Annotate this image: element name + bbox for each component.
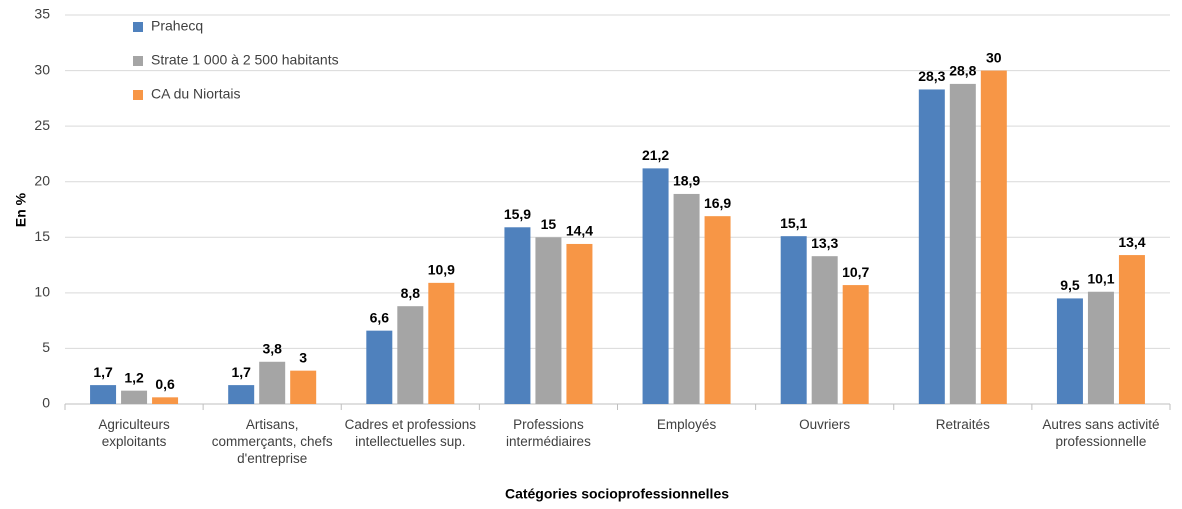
bar — [259, 361, 286, 404]
legend-label: Strate 1 000 à 2 500 habitants — [151, 52, 339, 68]
data-label: 13,3 — [811, 235, 838, 251]
bar — [704, 216, 731, 404]
y-tick-label: 25 — [34, 117, 50, 133]
bar — [949, 83, 976, 404]
legend-swatch — [133, 56, 143, 66]
legend-label: CA du Niortais — [151, 86, 240, 102]
x-tick-label: Agriculteurs exploitants — [98, 417, 170, 449]
data-label: 10,7 — [842, 264, 869, 280]
y-tick-label: 0 — [42, 395, 50, 411]
y-tick-label: 5 — [42, 339, 50, 355]
x-axis-label: Catégories socioprofessionnelles — [505, 486, 729, 502]
data-label: 9,5 — [1060, 277, 1080, 293]
data-label: 1,7 — [93, 364, 113, 380]
bar — [1118, 255, 1145, 404]
x-tick-label: Professions intermédiaires — [506, 417, 591, 449]
data-label: 1,7 — [231, 364, 251, 380]
data-label: 1,2 — [124, 369, 144, 385]
x-tick-label: Cadres et professions intellectuelles su… — [344, 417, 476, 449]
legend-label: Prahecq — [151, 18, 203, 34]
x-tick-label: Retraités — [935, 417, 990, 432]
bar — [980, 70, 1007, 405]
x-tick-label: Autres sans activité professionnelle — [1042, 417, 1160, 449]
bar — [642, 168, 669, 404]
bar — [811, 256, 838, 404]
bar — [780, 236, 807, 404]
bar — [918, 89, 945, 405]
bar — [1087, 291, 1114, 404]
y-tick-label: 15 — [34, 228, 50, 244]
data-label: 15,1 — [780, 215, 807, 231]
bar — [535, 237, 562, 404]
data-label: 3,8 — [262, 340, 282, 356]
bar — [1056, 298, 1083, 404]
bar — [673, 193, 700, 404]
bar — [121, 390, 148, 404]
data-label: 16,9 — [704, 195, 731, 211]
y-axis-label: En % — [13, 192, 29, 227]
data-label: 14,4 — [566, 223, 593, 239]
bar — [566, 243, 593, 404]
y-tick-label: 20 — [34, 172, 50, 188]
bar — [228, 385, 255, 404]
legend-swatch — [133, 90, 143, 100]
bar — [152, 397, 179, 404]
bar — [397, 306, 424, 404]
data-label: 18,9 — [673, 173, 700, 189]
bar — [428, 282, 455, 404]
data-label: 15 — [541, 216, 557, 232]
data-label: 3 — [299, 349, 307, 365]
bar — [90, 385, 117, 404]
data-label: 13,4 — [1118, 234, 1145, 250]
bar — [504, 227, 531, 404]
bar — [290, 370, 317, 404]
y-tick-label: 35 — [34, 6, 50, 22]
y-tick-label: 30 — [34, 61, 50, 77]
bar — [842, 285, 869, 404]
legend-swatch — [133, 22, 143, 32]
data-label: 6,6 — [370, 309, 390, 325]
x-tick-label: Artisans, commerçants, chefs d'entrepris… — [211, 417, 333, 466]
x-tick-label: Ouvriers — [799, 417, 851, 432]
data-label: 21,2 — [642, 147, 669, 163]
data-label: 8,8 — [401, 285, 421, 301]
data-label: 28,8 — [949, 63, 976, 79]
data-label: 15,9 — [504, 206, 531, 222]
x-tick-label: Employés — [656, 417, 717, 432]
data-label: 0,6 — [155, 376, 175, 392]
data-label: 10,1 — [1087, 270, 1114, 286]
data-label: 28,3 — [918, 68, 945, 84]
y-tick-label: 10 — [34, 284, 50, 300]
data-label: 10,9 — [428, 262, 455, 278]
bar — [366, 330, 393, 404]
data-label: 30 — [986, 49, 1002, 65]
